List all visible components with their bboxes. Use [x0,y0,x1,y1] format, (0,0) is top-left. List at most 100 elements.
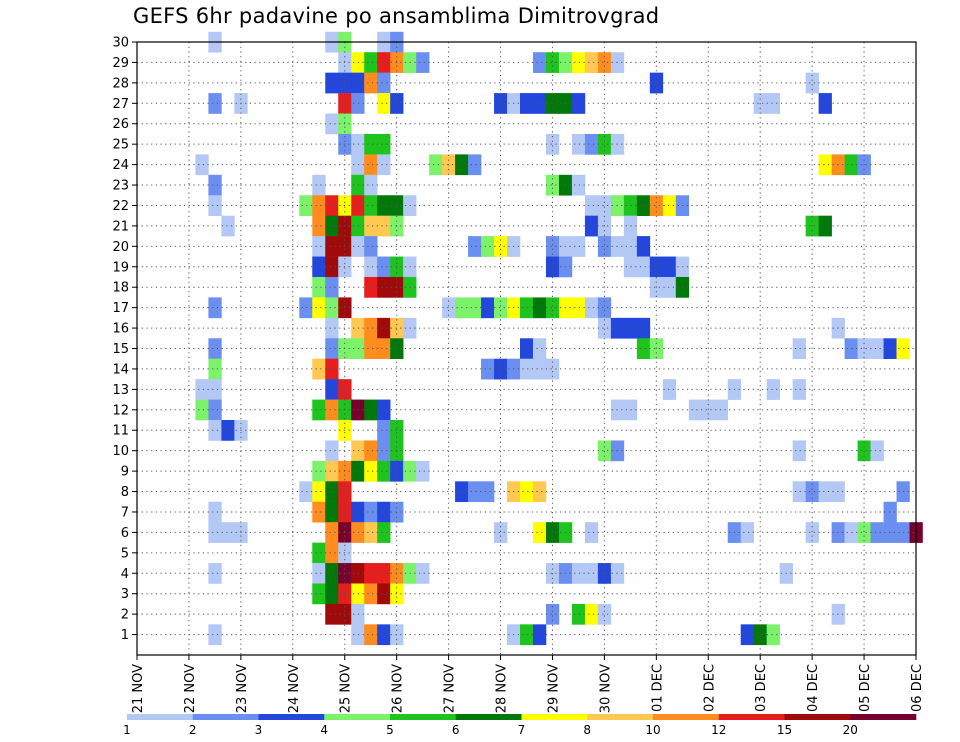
colorbar-swatch [653,714,720,720]
heatmap-cell [351,338,365,360]
y-tick-label: 25 [112,138,129,153]
heatmap-cell [468,236,482,257]
y-tick-label: 21 [112,219,129,234]
y-tick-label: 11 [112,424,129,439]
heatmap-cell [390,420,404,441]
y-tick-label: 16 [112,322,129,337]
heatmap-cell [377,399,391,421]
heatmap-cell [584,522,599,543]
heatmap-cell [390,195,404,216]
heatmap-cell [636,236,651,257]
heatmap-cell [520,93,534,114]
y-tick-label: 13 [112,383,129,398]
heatmap-cell [208,358,222,380]
heatmap-cell [545,133,560,155]
y-tick-label: 28 [112,76,129,91]
heatmap-cell [195,154,209,176]
heatmap-cell [312,358,326,380]
x-tick-label: 05 DEC [858,664,873,712]
heatmap-cell [532,93,547,114]
heatmap-cell [662,256,677,278]
heatmap-cell [805,72,819,94]
heatmap-cell [325,583,339,605]
heatmap-cell [312,236,326,257]
heatmap-cell [364,440,378,462]
heatmap-cell [208,420,222,441]
x-tick-label: 21 NOV [131,664,146,713]
colorbar-swatch [587,714,654,720]
colorbar-label: 15 [777,723,792,737]
heatmap-cell [364,154,378,176]
heatmap-cell [390,460,404,482]
heatmap-cell [636,256,651,278]
heatmap-cell [649,72,664,94]
heatmap-cell [766,624,780,646]
heatmap-cell [221,215,235,237]
heatmap-cell [351,154,365,176]
heatmap-cell [545,522,560,543]
heatmap-cell [792,440,806,462]
heatmap-cell [325,195,339,216]
heatmap-cell [351,133,365,155]
x-tick-label: 02 DEC [702,664,717,712]
heatmap-cell [520,481,534,503]
heatmap-cell [364,52,378,73]
heatmap-cell [532,297,547,319]
heatmap-cell [325,501,339,523]
heatmap-cell [364,276,378,298]
heatmap-cell [520,358,534,380]
heatmap-cell [208,522,222,543]
colorbar-label: 20 [843,723,858,737]
heatmap-cell [351,399,365,421]
y-tick-label: 15 [112,342,129,357]
heatmap-cell [377,52,391,73]
y-tick-label: 10 [112,444,129,459]
heatmap-cell [545,52,560,73]
heatmap-cell [312,501,326,523]
y-tick-label: 4 [121,567,129,582]
y-tick-label: 18 [112,281,129,296]
heatmap-cell [364,236,378,257]
x-tick-label: 24 NOV [287,664,302,713]
heatmap-cell [571,174,586,196]
heatmap-cell [545,236,560,257]
heatmap-cell [312,563,326,584]
heatmap-cell [325,338,339,360]
heatmap-cell [792,338,806,360]
heatmap-cell [351,317,365,339]
heatmap-cell [208,379,222,400]
heatmap-cell [325,72,339,94]
colorbar-swatch [127,714,194,720]
heatmap-cell [571,93,586,114]
heatmap-cell [299,297,313,319]
heatmap-cell [584,52,599,73]
heatmap-cell [688,399,703,421]
heatmap-cell [364,72,378,94]
heatmap-cell [481,297,495,319]
heatmap-cell [429,154,443,176]
heatmap-cell [857,522,871,543]
heatmap-cell [818,154,832,176]
x-tick-label: 29 NOV [546,664,561,713]
heatmap-cell [571,236,586,257]
heatmap-cell [312,583,326,605]
heatmap-cell [325,522,339,543]
heatmap-cell [545,297,560,319]
heatmap-cell [571,133,586,155]
heatmap-cell [377,338,391,360]
heatmap-cell [364,338,378,360]
y-tick-label: 17 [112,301,129,316]
heatmap-cell [805,481,819,503]
heatmap-cell [377,276,391,298]
heatmap-cell [299,195,313,216]
heatmap-cell [584,133,599,155]
heatmap-cell [442,297,456,319]
y-tick-label: 5 [121,546,129,561]
colorbar-label: 4 [320,723,328,737]
heatmap-cell [766,379,780,400]
colorbar-swatch [455,714,522,720]
y-tick-label: 2 [121,608,129,623]
colorbar-label: 3 [255,723,263,737]
heatmap-cell [377,522,391,543]
heatmap-cell [351,522,365,543]
